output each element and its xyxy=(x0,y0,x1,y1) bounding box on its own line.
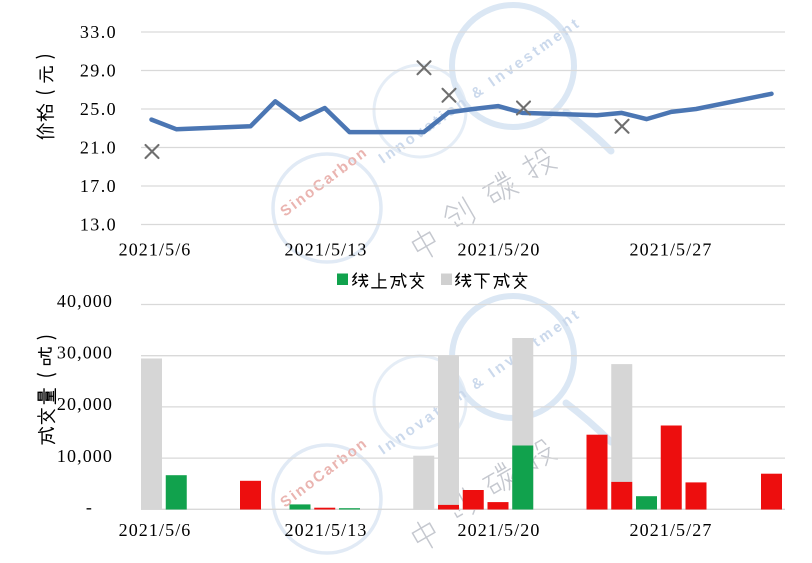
svg-text:2021/5/20: 2021/5/20 xyxy=(458,240,541,260)
svg-text:21.0: 21.0 xyxy=(80,138,117,158)
svg-text:10,000: 10,000 xyxy=(57,446,113,466)
svg-text:33.0: 33.0 xyxy=(80,22,117,42)
svg-text:30,000: 30,000 xyxy=(57,343,113,363)
svg-text:25.0: 25.0 xyxy=(80,99,117,119)
svg-text:2021/5/6: 2021/5/6 xyxy=(119,520,192,540)
svg-text:2021/5/27: 2021/5/27 xyxy=(630,240,713,260)
svg-text:2021/5/6: 2021/5/6 xyxy=(119,240,192,260)
svg-text:2021/5/20: 2021/5/20 xyxy=(458,520,541,540)
svg-text:17.0: 17.0 xyxy=(80,176,117,196)
svg-text:29.0: 29.0 xyxy=(80,61,117,81)
svg-text:2021/5/13: 2021/5/13 xyxy=(285,240,368,260)
svg-text:2021/5/27: 2021/5/27 xyxy=(630,520,713,540)
svg-text:13.0: 13.0 xyxy=(80,215,117,235)
svg-text:2021/5/13: 2021/5/13 xyxy=(285,520,368,540)
svg-text:20,000: 20,000 xyxy=(57,394,113,414)
svg-text:-: - xyxy=(86,497,93,517)
svg-text:40,000: 40,000 xyxy=(57,291,113,311)
svg-text:Innovation & Investment: Innovation & Investment xyxy=(376,14,585,167)
